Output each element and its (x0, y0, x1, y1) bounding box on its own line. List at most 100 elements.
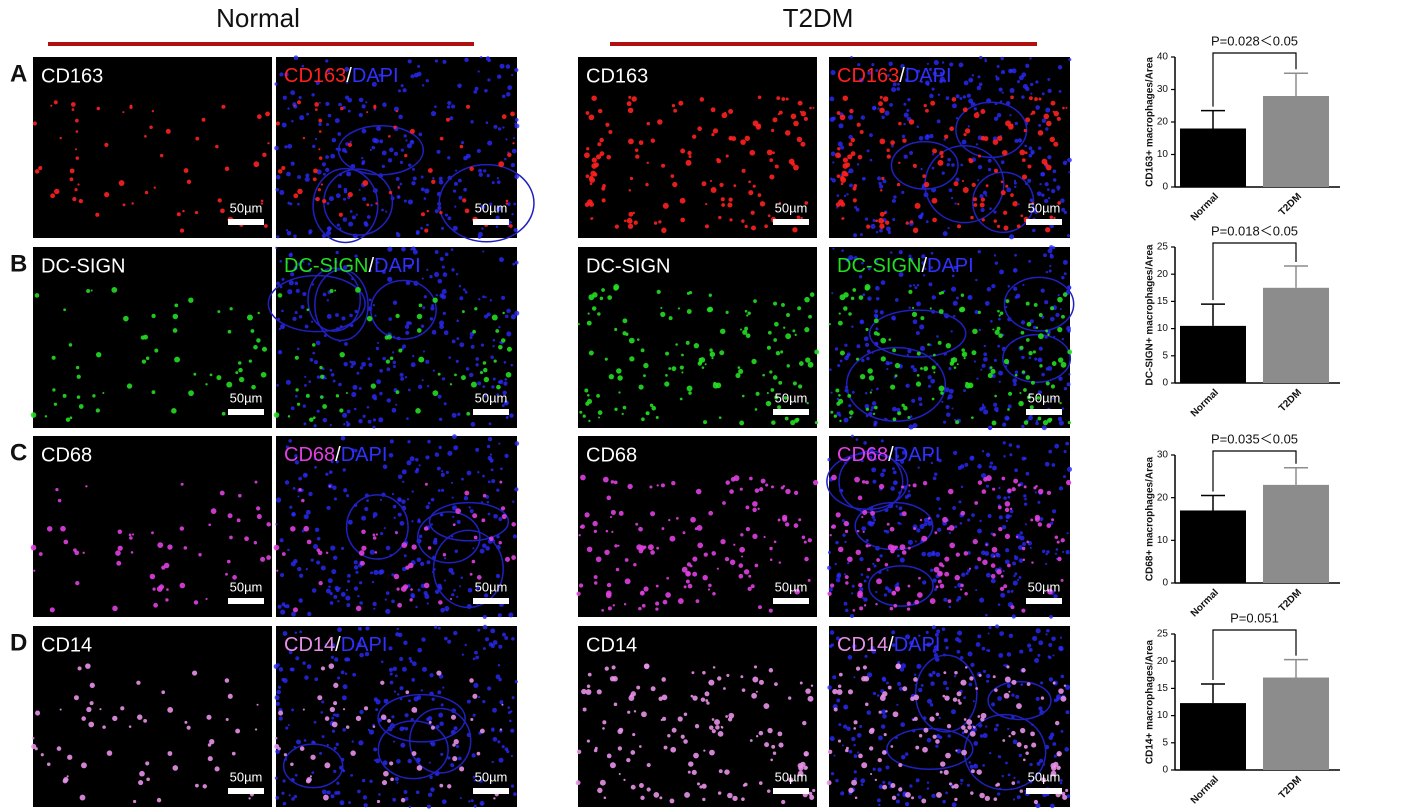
stained-cell (502, 311, 505, 315)
stained-cell (872, 412, 876, 416)
nucleus (1055, 548, 1059, 551)
stained-cell (943, 769, 949, 775)
nucleus (473, 804, 477, 808)
stained-cell (631, 96, 637, 102)
nucleus (392, 365, 396, 368)
stained-cell (722, 501, 726, 505)
stained-cell (911, 796, 915, 800)
stained-cell (741, 555, 744, 558)
nucleus (334, 791, 338, 795)
nucleus (397, 693, 400, 696)
stained-cell (372, 533, 376, 537)
nucleus (485, 546, 490, 551)
stained-cell (380, 680, 385, 685)
y-tick-label: 5 (1162, 737, 1168, 748)
nucleus (394, 674, 398, 678)
nucleus (843, 573, 847, 576)
stained-cell (964, 128, 971, 134)
nucleus (846, 352, 851, 357)
nucleus (945, 686, 949, 691)
stained-cell (912, 483, 917, 488)
nucleus (286, 171, 291, 177)
stained-cell (1045, 164, 1052, 171)
nucleus (947, 734, 951, 738)
stained-cell (707, 588, 711, 591)
stained-cell (262, 152, 267, 158)
stained-cell (992, 328, 995, 331)
nucleus (438, 712, 444, 718)
nucleus (916, 284, 920, 287)
scale-bar-label: 50µm (475, 579, 508, 594)
nucleus (343, 423, 346, 426)
stained-cell (878, 710, 882, 714)
stained-cell (712, 592, 716, 596)
stained-cell (627, 710, 631, 714)
nucleus (877, 767, 882, 772)
nucleus (899, 667, 905, 672)
stained-cell (749, 476, 753, 481)
stained-cell (1067, 349, 1073, 355)
y-tick-label: 0 (1162, 378, 1168, 389)
stained-cell (774, 164, 779, 169)
nucleus (988, 625, 992, 630)
villus-outline (886, 727, 974, 770)
stained-cell (649, 485, 653, 489)
nucleus (836, 206, 839, 209)
stained-cell (248, 797, 251, 800)
stained-cell (681, 353, 684, 357)
nucleus (344, 672, 348, 675)
nucleus (860, 115, 866, 120)
stained-cell (662, 599, 668, 605)
nucleus (853, 256, 858, 261)
stained-cell (604, 666, 609, 671)
stained-cell (505, 371, 512, 378)
stained-cell (879, 95, 883, 99)
nucleus (361, 161, 365, 166)
stained-cell (1057, 296, 1063, 303)
stained-cell (1036, 396, 1041, 400)
stained-cell (749, 149, 756, 156)
stained-cell (328, 485, 332, 488)
stained-cell (748, 574, 752, 578)
stained-cell (389, 761, 394, 766)
stained-cell (229, 535, 233, 540)
nucleus (511, 148, 517, 154)
nucleus (372, 425, 376, 429)
stained-cell (293, 193, 299, 199)
stained-cell (850, 151, 856, 157)
stained-cell (505, 202, 508, 205)
nucleus (399, 372, 404, 377)
y-axis-label: CD163+ macrophages/Area (1145, 57, 1156, 187)
nucleus (297, 175, 301, 179)
nucleus (1012, 561, 1016, 566)
nucleus (876, 694, 880, 697)
stained-cell (593, 581, 598, 585)
nucleus (841, 249, 844, 252)
stained-cell (695, 488, 702, 495)
stained-cell (1056, 765, 1061, 770)
stained-cell (967, 725, 972, 730)
stained-cell (853, 727, 857, 730)
stained-cell (628, 138, 634, 145)
stained-cell (711, 718, 715, 721)
stained-cell (360, 560, 365, 566)
nucleus (288, 794, 291, 797)
nucleus (456, 319, 459, 322)
nucleus (1048, 643, 1053, 647)
nucleus (880, 439, 884, 443)
stained-cell (764, 224, 768, 228)
stained-cell (1046, 490, 1052, 496)
stained-cell (313, 168, 318, 174)
nucleus (948, 188, 953, 193)
nucleus (451, 268, 455, 272)
significance-bracket (1212, 52, 1297, 107)
nucleus (358, 740, 364, 746)
nucleus (929, 133, 934, 139)
stained-cell (907, 584, 911, 588)
nucleus (1058, 420, 1064, 426)
stained-cell (733, 543, 736, 546)
stained-cell (331, 721, 338, 728)
stained-cell (752, 507, 757, 513)
